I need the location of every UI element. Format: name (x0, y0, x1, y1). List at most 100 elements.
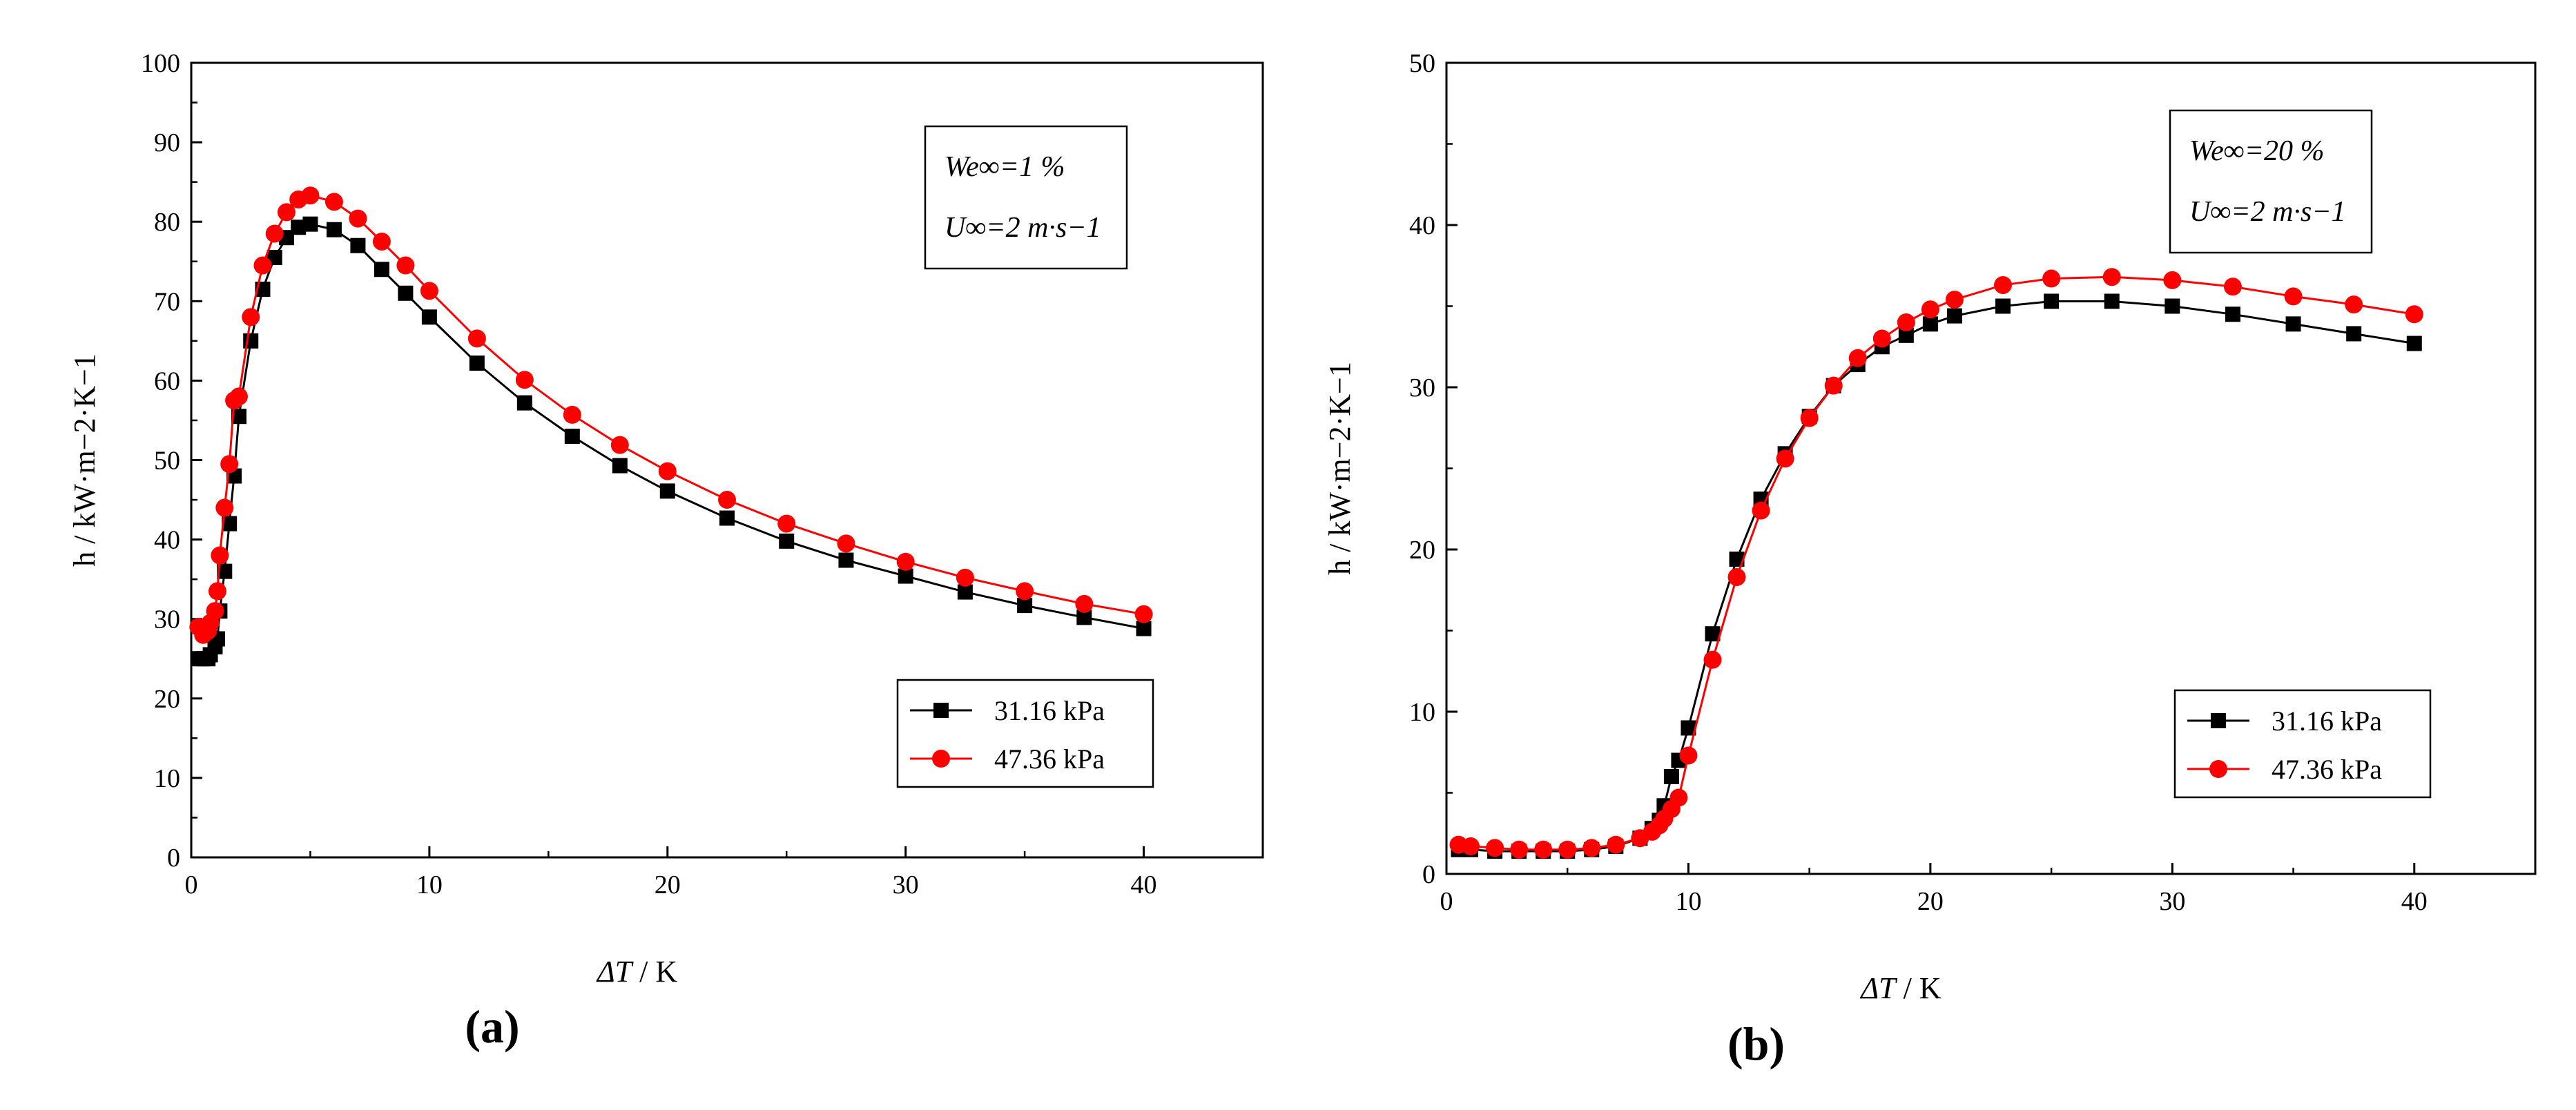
data-point-series-1 (2044, 293, 2060, 309)
legend-marker-series-2 (932, 750, 950, 768)
annotation-line-2: U∞=2 m·s−1 (945, 212, 1101, 244)
data-point-series-2 (325, 193, 343, 211)
data-point-series-2 (837, 534, 855, 553)
data-point-series-2 (1848, 349, 1867, 367)
data-point-series-1 (350, 237, 366, 253)
y-tick-label: 60 (154, 367, 180, 396)
y-tick-label: 30 (1409, 373, 1435, 402)
data-point-series-2 (956, 568, 974, 587)
legend-marker-series-2 (2209, 760, 2227, 778)
data-point-series-1 (898, 568, 913, 584)
data-point-series-2 (242, 308, 260, 327)
legend-box (896, 679, 1154, 788)
data-point-series-2 (1800, 409, 1819, 427)
panel-label: (a) (465, 1000, 519, 1053)
panel-label: (b) (1727, 1018, 1785, 1070)
data-point-series-2 (2042, 269, 2061, 288)
data-point-series-2 (1679, 746, 1698, 765)
annotation-line-1: We∞=20 % (2189, 135, 2325, 167)
data-point-series-1 (957, 584, 973, 600)
data-point-series-1 (1663, 769, 1679, 784)
data-point-series-2 (2345, 295, 2363, 314)
data-point-series-2 (1727, 567, 1746, 586)
data-point-series-2 (563, 405, 581, 424)
data-point-series-2 (2284, 287, 2303, 306)
data-point-series-2 (1669, 788, 1688, 807)
data-point-series-1 (469, 356, 485, 371)
data-point-series-1 (1136, 621, 1152, 636)
annotation-box (2169, 109, 2373, 254)
data-point-series-1 (222, 516, 238, 532)
y-tick-label: 0 (167, 844, 180, 873)
data-point-series-2 (777, 514, 796, 533)
data-point-series-1 (291, 220, 307, 235)
data-point-series-2 (229, 387, 248, 406)
data-point-series-2 (1752, 501, 1770, 520)
data-point-series-1 (838, 552, 854, 568)
data-point-series-2 (1486, 839, 1504, 857)
legend-label-series-1: 31.16 kPa (2272, 705, 2382, 737)
series-line-1 (1458, 300, 2415, 853)
y-tick-label: 20 (1409, 536, 1435, 565)
data-point-series-2 (420, 282, 438, 300)
data-point-series-1 (398, 285, 414, 301)
x-tick-label: 0 (185, 870, 198, 899)
data-point-series-1 (1995, 298, 2011, 314)
legend-marker-series-1 (933, 703, 949, 718)
y-tick-label: 40 (154, 526, 180, 555)
x-tick-label: 40 (2401, 887, 2428, 916)
x-axis-label: ΔT / K (596, 955, 678, 989)
data-point-series-2 (1607, 835, 1625, 854)
data-point-series-1 (719, 510, 735, 526)
data-point-series-1 (2225, 306, 2240, 322)
data-point-series-2 (515, 371, 534, 389)
y-tick-label: 70 (154, 287, 180, 316)
data-point-series-2 (1703, 650, 1722, 669)
data-point-series-1 (267, 249, 282, 265)
x-tick-label: 30 (2159, 887, 2185, 916)
data-point-series-2 (1872, 329, 1891, 348)
annotation-line-2: U∞=2 m·s−1 (2189, 196, 2346, 228)
data-point-series-2 (2223, 278, 2242, 296)
data-point-series-1 (302, 216, 318, 232)
x-tick-label: 30 (893, 870, 919, 899)
series-line-2 (1458, 275, 2415, 851)
data-point-series-1 (516, 395, 532, 411)
y-axis-label: h / kW·m−2·K−1 (1323, 362, 1357, 575)
data-point-series-2 (1776, 449, 1794, 468)
data-point-series-1 (421, 309, 437, 325)
x-tick-label: 10 (1675, 887, 1701, 916)
y-tick-label: 100 (141, 49, 180, 78)
data-point-series-1 (1729, 552, 1745, 567)
data-point-series-2 (1558, 840, 1577, 859)
y-tick-label: 80 (154, 208, 180, 237)
annotation-box (924, 125, 1128, 270)
data-point-series-1 (1898, 327, 1914, 343)
data-point-series-1 (217, 563, 233, 579)
data-point-series-2 (1462, 837, 1480, 856)
data-point-series-2 (372, 232, 391, 251)
data-point-series-1 (612, 458, 628, 474)
data-point-series-1 (1946, 308, 1962, 324)
chart-panel-a: 0 10 20 30 40 0 10 20 30 40 50 60 70 80 90 100 h / kW·m… (68, 49, 1264, 1053)
data-point-series-2 (2102, 268, 2121, 286)
legend-label-series-2: 47.36 kPa (994, 743, 1105, 775)
legend-label-series-1: 31.16 kPa (994, 695, 1105, 726)
data-point-series-2 (1582, 839, 1601, 857)
chart-panel-b: 0 10 20 30 40 0 10 20 30 40 50 h / kW·m−2·K−1 ΔT /… (1323, 49, 2537, 1070)
x-tick-label: 20 (655, 870, 681, 899)
data-point-series-1 (659, 483, 675, 499)
data-point-series-2 (2163, 271, 2182, 289)
data-point-series-2 (277, 203, 296, 222)
data-point-series-2 (896, 552, 915, 571)
y-axis-label: h / kW·m−2·K−1 (68, 353, 101, 567)
data-point-series-1 (564, 428, 580, 444)
data-point-series-1 (1705, 626, 1721, 642)
data-point-series-1 (2104, 293, 2120, 309)
data-point-series-2 (396, 256, 415, 275)
data-point-series-2 (1075, 594, 1094, 613)
legend: 31.16 kPa 47.36 kPa (2173, 689, 2432, 799)
data-point-series-1 (2165, 298, 2180, 314)
data-point-series-2 (208, 582, 226, 601)
